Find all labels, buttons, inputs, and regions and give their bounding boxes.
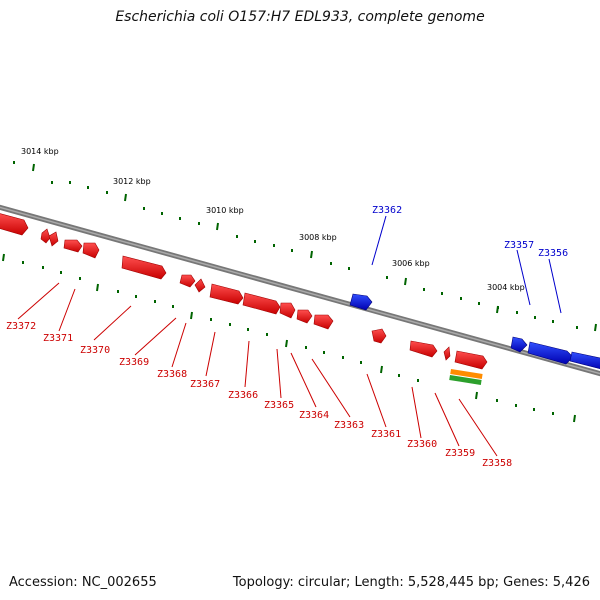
gene-label-forward[interactable]: Z3366	[228, 390, 258, 401]
gene-label-forward[interactable]: Z3370	[80, 345, 110, 356]
gene-arrow[interactable]	[349, 293, 373, 311]
gene-label-forward[interactable]: Z3363	[334, 420, 364, 431]
gene-arrow[interactable]	[371, 328, 387, 344]
gene-label-forward[interactable]: Z3368	[157, 369, 187, 380]
gene-arrow[interactable]	[296, 309, 313, 324]
forward-genes	[0, 213, 488, 370]
gene-label-forward[interactable]: Z3360	[407, 439, 437, 450]
gene-arrow[interactable]	[569, 351, 600, 370]
gene-arrow[interactable]	[443, 346, 451, 361]
gene-arrow[interactable]	[279, 302, 296, 319]
gene-label-forward[interactable]: Z3367	[190, 379, 220, 390]
gene-label-forward[interactable]: Z3361	[371, 429, 401, 440]
inner-tick-track	[22, 261, 554, 415]
outer-tick-track	[13, 161, 578, 329]
gene-arrow[interactable]	[0, 213, 29, 236]
gene-arrow[interactable]	[527, 341, 574, 365]
gene-arrow[interactable]	[40, 228, 51, 244]
gene-arrow[interactable]	[209, 283, 244, 305]
reverse-leader-lines	[371, 215, 562, 314]
gene-arrow[interactable]	[121, 255, 167, 280]
orange-feature-bar	[450, 369, 483, 379]
gene-label-forward[interactable]: Z3358	[482, 458, 512, 469]
forward-leader-lines	[17, 282, 498, 457]
inner-major-ticks	[2, 253, 576, 423]
scale-label: 3006 kbp	[392, 259, 430, 268]
gene-label-forward[interactable]: Z3359	[445, 448, 475, 459]
accession-text: Accession: NC_002655	[9, 575, 157, 590]
genome-title: Escherichia coli O157:H7 EDL933, complet…	[115, 9, 485, 25]
gene-arrow[interactable]	[454, 350, 488, 370]
scale-label: 3004 kbp	[487, 283, 525, 292]
scale-label: 3012 kbp	[113, 177, 151, 186]
gene-arrow[interactable]	[194, 278, 206, 293]
gene-label-forward[interactable]: Z3364	[299, 410, 329, 421]
green-feature-bar	[449, 375, 482, 385]
scale-label: 3010 kbp	[206, 206, 244, 215]
gene-arrow[interactable]	[82, 242, 100, 259]
gene-label-forward[interactable]: Z3371	[43, 333, 73, 344]
gene-arrow[interactable]	[510, 336, 528, 353]
gene-label-reverse[interactable]: Z3362	[372, 205, 402, 216]
gene-label-forward[interactable]: Z3365	[264, 400, 294, 411]
gene-arrow[interactable]	[313, 314, 334, 330]
gene-label-forward[interactable]: Z3369	[119, 357, 149, 368]
gene-label-reverse[interactable]: Z3356	[538, 248, 568, 259]
gene-arrow[interactable]	[409, 340, 438, 358]
outer-major-ticks	[32, 163, 597, 332]
gene-label-forward[interactable]: Z3372	[6, 321, 36, 332]
gene-arrow[interactable]	[63, 239, 83, 253]
gene-arrow[interactable]	[48, 231, 59, 247]
genome-summary-text: Topology: circular; Length: 5,528,445 bp…	[232, 575, 590, 590]
reverse-genes	[349, 293, 600, 370]
scale-label: 3008 kbp	[299, 233, 337, 242]
scale-label: 3014 kbp	[21, 147, 59, 156]
gene-arrow[interactable]	[242, 292, 281, 315]
gene-arrow[interactable]	[179, 274, 196, 288]
gene-label-reverse[interactable]: Z3357	[504, 240, 534, 251]
